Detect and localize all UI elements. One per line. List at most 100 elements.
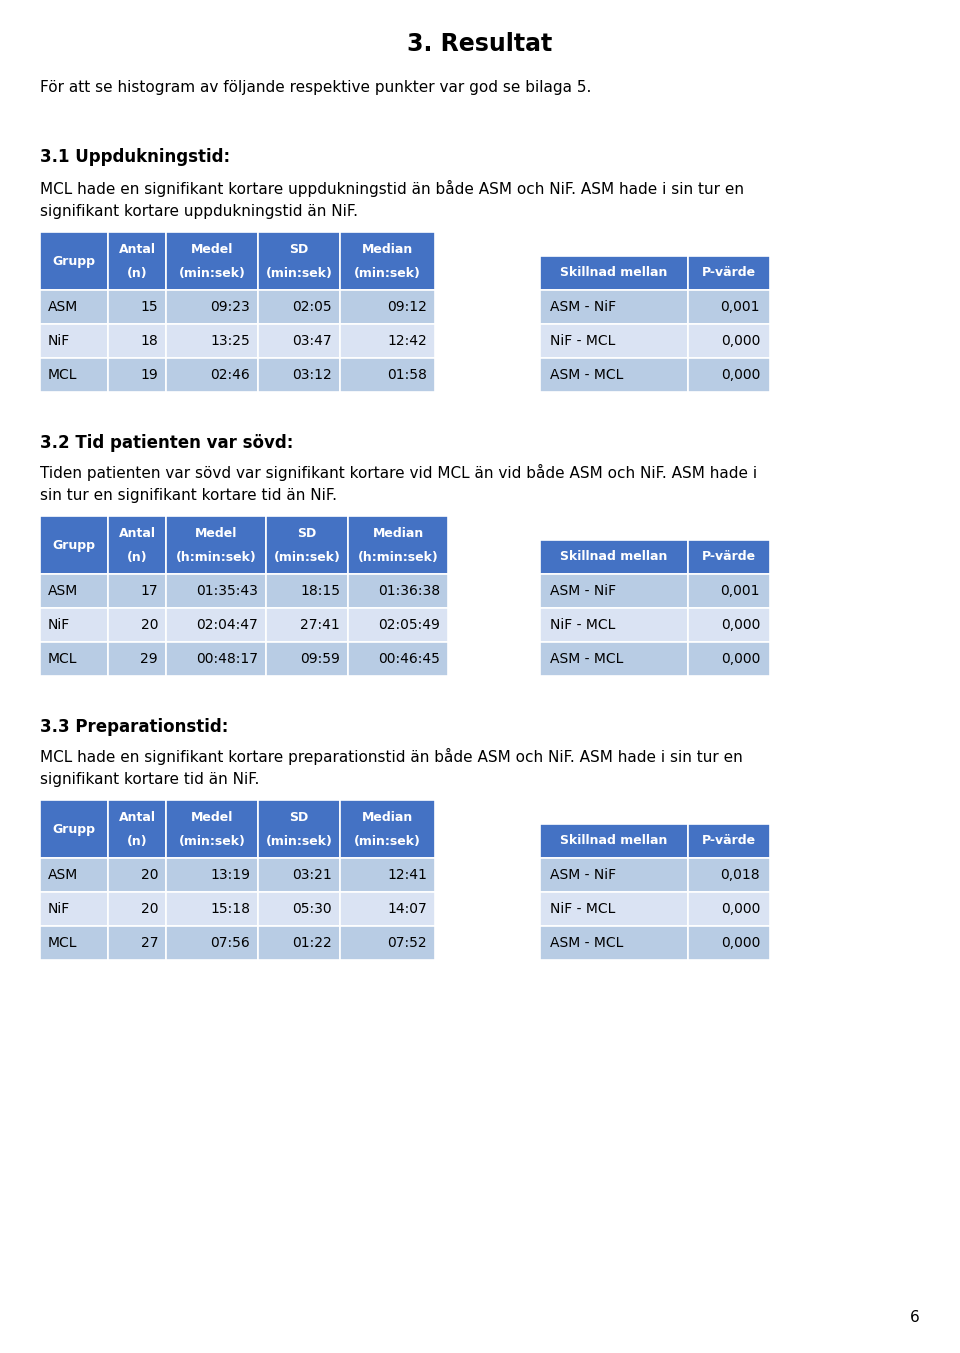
Bar <box>540 824 688 858</box>
Bar <box>688 323 770 359</box>
Text: ASM: ASM <box>48 869 79 882</box>
Text: 02:04:47: 02:04:47 <box>196 618 258 632</box>
Bar <box>108 359 166 392</box>
Text: 19: 19 <box>140 368 158 382</box>
Bar <box>688 574 770 607</box>
Text: 0,000: 0,000 <box>721 652 760 666</box>
Bar <box>258 359 340 392</box>
Bar <box>348 574 448 607</box>
Text: (min:sek): (min:sek) <box>179 835 246 848</box>
Text: 0,001: 0,001 <box>721 300 760 314</box>
Text: 12:42: 12:42 <box>387 334 427 348</box>
Text: 14:07: 14:07 <box>387 902 427 916</box>
Text: 01:58: 01:58 <box>387 368 427 382</box>
Bar <box>40 925 108 961</box>
Bar <box>108 290 166 323</box>
Text: P-värde: P-värde <box>702 835 756 847</box>
Bar <box>108 643 166 676</box>
Text: ASM: ASM <box>48 300 79 314</box>
Bar <box>166 892 258 925</box>
Bar <box>166 925 258 961</box>
Bar <box>40 892 108 925</box>
Text: signifikant kortare tid än NiF.: signifikant kortare tid än NiF. <box>40 773 259 787</box>
Text: 0,000: 0,000 <box>721 936 760 950</box>
Text: MCL hade en signifikant kortare preparationstid än både ASM och NiF. ASM hade i : MCL hade en signifikant kortare preparat… <box>40 748 743 764</box>
Bar <box>166 290 258 323</box>
Bar <box>40 800 108 858</box>
Text: 03:47: 03:47 <box>293 334 332 348</box>
Bar <box>166 359 258 392</box>
Text: 0,001: 0,001 <box>721 584 760 598</box>
Text: 01:35:43: 01:35:43 <box>196 584 258 598</box>
Bar <box>266 643 348 676</box>
Text: SD: SD <box>289 244 308 256</box>
Bar <box>40 359 108 392</box>
Bar <box>540 892 688 925</box>
Text: Antal: Antal <box>118 810 156 824</box>
Bar <box>166 231 258 290</box>
Text: ASM - MCL: ASM - MCL <box>550 936 623 950</box>
Text: signifikant kortare uppdukningstid än NiF.: signifikant kortare uppdukningstid än Ni… <box>40 204 358 219</box>
Bar <box>340 800 435 858</box>
Text: 12:41: 12:41 <box>387 869 427 882</box>
Text: Antal: Antal <box>118 526 156 540</box>
Bar <box>258 290 340 323</box>
Bar <box>688 858 770 892</box>
Text: sin tur en signifikant kortare tid än NiF.: sin tur en signifikant kortare tid än Ni… <box>40 488 337 503</box>
Text: MCL: MCL <box>48 936 78 950</box>
Bar <box>540 858 688 892</box>
Text: MCL: MCL <box>48 652 78 666</box>
Bar <box>340 858 435 892</box>
Bar <box>688 256 770 290</box>
Text: Grupp: Grupp <box>53 254 95 268</box>
Text: 02:46: 02:46 <box>210 368 250 382</box>
Text: 18: 18 <box>140 334 158 348</box>
Bar <box>540 540 688 574</box>
Text: Median: Median <box>362 244 413 256</box>
Text: MCL: MCL <box>48 368 78 382</box>
Bar <box>40 290 108 323</box>
Text: (h:min:sek): (h:min:sek) <box>176 551 256 564</box>
Text: (n): (n) <box>127 835 147 848</box>
Text: NiF: NiF <box>48 334 70 348</box>
Text: SD: SD <box>298 526 317 540</box>
Bar <box>540 256 688 290</box>
Bar <box>40 607 108 643</box>
Text: ASM: ASM <box>48 584 79 598</box>
Text: NiF - MCL: NiF - MCL <box>550 902 615 916</box>
Text: Antal: Antal <box>118 244 156 256</box>
Text: 15:18: 15:18 <box>210 902 250 916</box>
Bar <box>166 515 266 574</box>
Bar <box>348 643 448 676</box>
Bar <box>340 323 435 359</box>
Text: 0,000: 0,000 <box>721 368 760 382</box>
Text: 00:48:17: 00:48:17 <box>196 652 258 666</box>
Text: P-värde: P-värde <box>702 267 756 280</box>
Bar <box>540 574 688 607</box>
Bar <box>540 607 688 643</box>
Text: 6: 6 <box>910 1310 920 1325</box>
Text: Medel: Medel <box>191 244 233 256</box>
Bar <box>340 231 435 290</box>
Text: NiF - MCL: NiF - MCL <box>550 334 615 348</box>
Bar <box>40 231 108 290</box>
Bar <box>340 359 435 392</box>
Bar <box>108 574 166 607</box>
Bar <box>266 574 348 607</box>
Bar <box>540 925 688 961</box>
Text: Skillnad mellan: Skillnad mellan <box>561 835 668 847</box>
Text: 03:21: 03:21 <box>292 869 332 882</box>
Bar <box>108 925 166 961</box>
Bar <box>688 607 770 643</box>
Text: (h:min:sek): (h:min:sek) <box>358 551 439 564</box>
Text: (min:sek): (min:sek) <box>354 835 420 848</box>
Text: 20: 20 <box>140 902 158 916</box>
Text: 07:56: 07:56 <box>210 936 250 950</box>
Bar <box>688 643 770 676</box>
Text: Median: Median <box>372 526 423 540</box>
Bar <box>258 925 340 961</box>
Text: 20: 20 <box>140 869 158 882</box>
Text: 18:15: 18:15 <box>300 584 340 598</box>
Bar <box>108 892 166 925</box>
Text: 29: 29 <box>140 652 158 666</box>
